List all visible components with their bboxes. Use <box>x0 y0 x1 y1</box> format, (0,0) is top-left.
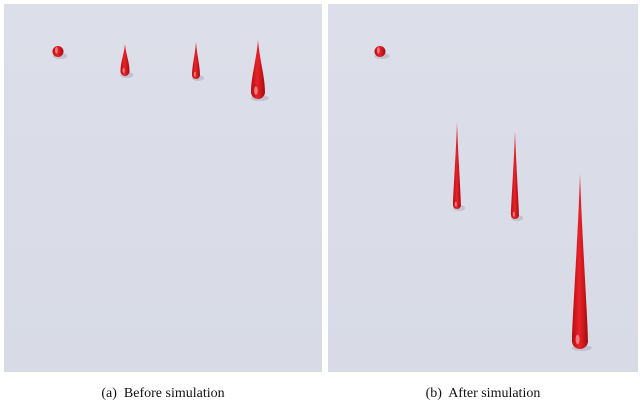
drop-highlight <box>55 47 58 54</box>
drop-highlight <box>123 68 125 73</box>
paint-drop <box>53 46 64 57</box>
drop-highlight <box>455 202 457 207</box>
drop-highlight <box>377 47 380 54</box>
photos <box>0 0 642 380</box>
drop-highlight <box>194 72 196 77</box>
drop-highlight <box>513 212 515 217</box>
photo-before <box>4 4 322 372</box>
drop-highlight <box>254 86 258 94</box>
photo-after <box>328 4 638 372</box>
figure: (a) Before simulation (b) After simulati… <box>0 0 642 408</box>
caption-b: (b) After simulation <box>328 386 638 402</box>
drop-highlight <box>576 335 580 345</box>
caption-a: (a) Before simulation <box>4 386 322 402</box>
paint-drop <box>375 46 386 57</box>
